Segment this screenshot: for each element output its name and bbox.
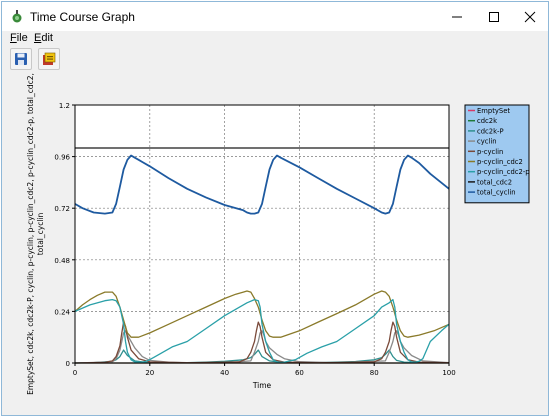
minimize-button[interactable] bbox=[439, 2, 475, 31]
x-tick-label: 80 bbox=[370, 369, 379, 377]
y-tick-label: 0.48 bbox=[54, 257, 70, 265]
menu-bar: File Edit bbox=[2, 31, 548, 46]
legend-label-p-cyclin-cdc2-p: p-cyclin_cdc2-p bbox=[477, 168, 530, 176]
series-line-p-cyclin-cdc2-p bbox=[74, 298, 450, 364]
x-axis-label: Time bbox=[252, 381, 272, 390]
export-icon bbox=[43, 52, 56, 65]
menu-edit-accel: E bbox=[34, 32, 42, 44]
series-line-total-cyclin bbox=[74, 154, 450, 215]
y-tick-label: 0.96 bbox=[54, 154, 70, 162]
x-tick-label: 60 bbox=[295, 369, 304, 377]
menu-file[interactable]: File bbox=[10, 32, 28, 44]
legend-label-total-cdc2: total_cdc2 bbox=[477, 178, 512, 186]
x-tick-label: 100 bbox=[442, 369, 455, 377]
y-tick-label: 0.24 bbox=[54, 308, 70, 316]
legend-label-emptyset: EmptySet bbox=[477, 107, 510, 115]
series-line-cdc2k-p bbox=[74, 349, 449, 364]
x-tick-label: 0 bbox=[73, 369, 77, 377]
save-button[interactable] bbox=[10, 48, 32, 70]
y-tick-label: 0 bbox=[66, 360, 70, 368]
legend-label-cdc2k-p: cdc2k-P bbox=[477, 127, 504, 135]
y-tick-label: 1.2 bbox=[59, 102, 70, 110]
y-axis-label: EmptySet, cdc2k, cdc2k-P, cyclin, p-cycl… bbox=[26, 73, 45, 395]
y-axis-label-line1: EmptySet, cdc2k, cdc2k-P, cyclin, p-cycl… bbox=[26, 73, 35, 395]
legend-label-cdc2k: cdc2k bbox=[477, 117, 497, 125]
window-title: Time Course Graph bbox=[30, 10, 135, 24]
x-tick-label: 40 bbox=[220, 369, 229, 377]
legend-label-cyclin: cyclin bbox=[477, 138, 497, 146]
y-tick-label: 0.72 bbox=[54, 205, 70, 213]
time-course-chart: 0 0.24 0.48 0.72 0.96 1.2 0 20 40 60 80 100 Time Empt… bbox=[26, 73, 530, 395]
graph-panel: 0 0.24 0.48 0.72 0.96 1.2 0 20 40 60 80 100 Time Empt… bbox=[2, 72, 548, 415]
maximize-button[interactable] bbox=[476, 2, 512, 31]
plot-frame bbox=[74, 104, 450, 364]
close-button[interactable] bbox=[512, 2, 548, 31]
legend-label-p-cyclin-cdc2: p-cyclin_cdc2 bbox=[477, 158, 523, 166]
save-icon bbox=[15, 53, 27, 65]
menu-edit-rest: dit bbox=[41, 32, 53, 44]
close-icon bbox=[524, 11, 536, 23]
legend bbox=[464, 104, 530, 204]
x-tick-label: 20 bbox=[145, 369, 154, 377]
menu-edit[interactable]: Edit bbox=[34, 32, 53, 44]
y-axis-label-line2: total_cyclin bbox=[36, 213, 45, 256]
menu-file-accel: F bbox=[10, 32, 17, 44]
legend-label-p-cyclin: p-cyclin bbox=[477, 148, 503, 156]
toolbar bbox=[2, 46, 548, 70]
app-icon bbox=[12, 10, 22, 23]
maximize-icon bbox=[489, 12, 499, 22]
export-button[interactable] bbox=[38, 48, 60, 70]
minimize-icon bbox=[452, 16, 462, 18]
legend-label-total-cyclin: total_cyclin bbox=[477, 189, 516, 197]
title-bar[interactable]: Time Course Graph bbox=[2, 2, 548, 31]
menu-file-rest: ile bbox=[16, 32, 28, 44]
